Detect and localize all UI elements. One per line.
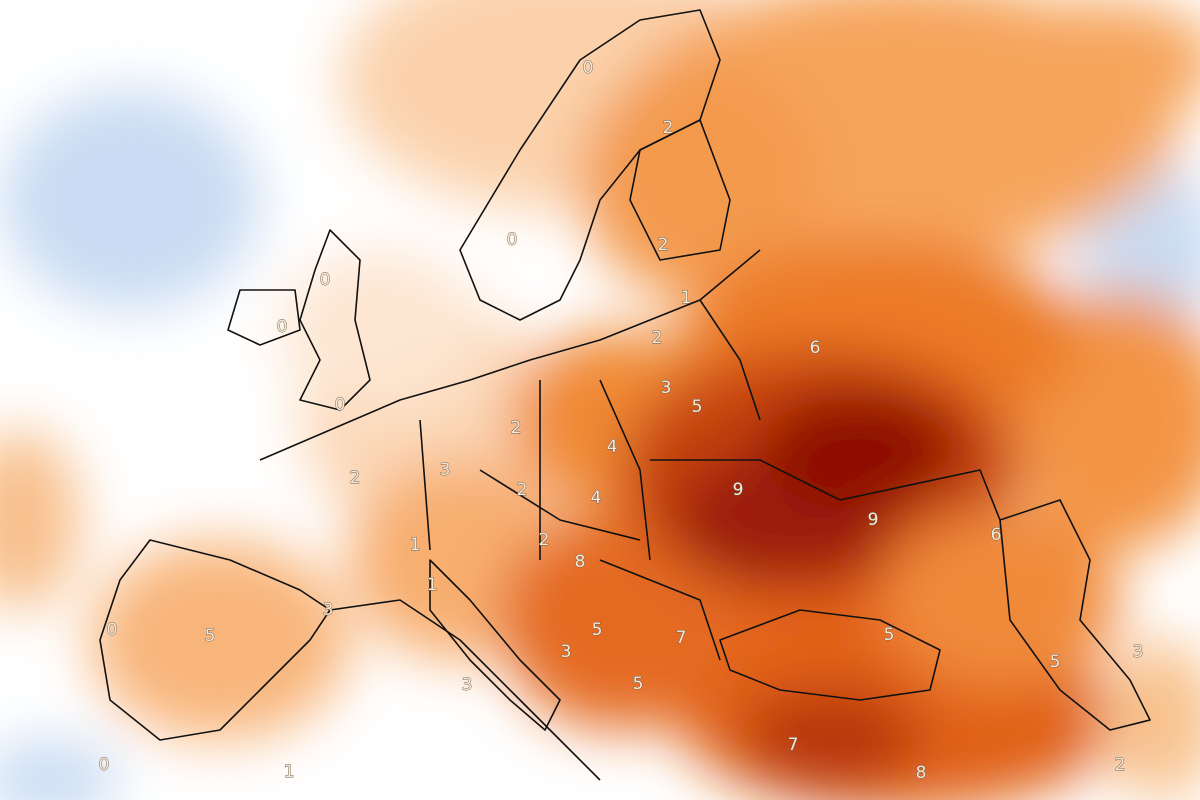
anomaly-field — [740, 690, 920, 790]
anomaly-label: 6 — [810, 338, 821, 358]
anomaly-field — [760, 390, 960, 510]
anomaly-label: 0 — [99, 755, 110, 775]
anomaly-label: 5 — [884, 625, 895, 645]
anomaly-label: 5 — [633, 674, 644, 694]
britain-coast — [299, 229, 371, 411]
anomaly-label: 2 — [1115, 755, 1126, 775]
anomaly-label: 3 — [1133, 642, 1144, 662]
anomaly-label: 0 — [320, 270, 331, 290]
anomaly-label: 2 — [517, 480, 528, 500]
anomaly-label: 8 — [575, 552, 586, 572]
anomaly-field — [980, 0, 1200, 120]
anomaly-label: 2 — [350, 468, 361, 488]
anomaly-label: 0 — [507, 230, 518, 250]
anomaly-label: 9 — [733, 480, 744, 500]
anomaly-label: 2 — [663, 118, 674, 138]
anomaly-label: 9 — [868, 510, 879, 530]
caspian-coast — [999, 499, 1151, 731]
anomaly-label: 1 — [681, 288, 692, 308]
anomaly-field — [0, 430, 80, 610]
anomaly-label: 3 — [440, 460, 451, 480]
black-sea-coast — [719, 609, 941, 701]
anomaly-label: 3 — [462, 675, 473, 695]
anomaly-field — [500, 510, 740, 730]
anomaly-label: 4 — [591, 488, 602, 508]
anomaly-label: 4 — [607, 437, 618, 457]
anomaly-label: 0 — [107, 620, 118, 640]
anomaly-label: 2 — [511, 418, 522, 438]
anomaly-label: 2 — [658, 235, 669, 255]
anomaly-label: 0 — [277, 317, 288, 337]
anomaly-field — [880, 510, 1120, 690]
borders — [99, 9, 1151, 781]
anomaly-field — [0, 90, 260, 310]
anomaly-label: 7 — [788, 735, 799, 755]
anomaly-label: 5 — [592, 620, 603, 640]
anomaly-label: 1 — [410, 535, 421, 555]
anomaly-label: 1 — [427, 575, 438, 595]
anomaly-label: 5 — [1050, 652, 1061, 672]
anomaly-label: 3 — [661, 378, 672, 398]
finland-coast — [629, 119, 731, 261]
iberia-coast — [99, 539, 331, 741]
anomaly-label: 2 — [539, 530, 550, 550]
continent-coast — [259, 249, 761, 781]
anomaly-label: 1 — [284, 762, 295, 782]
anomaly-label: 5 — [692, 397, 703, 417]
anomaly-field — [280, 250, 480, 410]
anomaly-label: 0 — [583, 58, 594, 78]
anomaly-label: 3 — [561, 642, 572, 662]
anomaly-label: 8 — [916, 763, 927, 783]
anomaly-label: 6 — [991, 525, 1002, 545]
country-borders — [419, 299, 1001, 661]
anomaly-field — [0, 740, 120, 800]
anomaly-field — [580, 60, 820, 300]
anomaly-label: 2 — [652, 328, 663, 348]
anomaly-label: 0 — [335, 395, 346, 415]
anomaly-field — [90, 540, 350, 740]
anomaly-label: 7 — [676, 628, 687, 648]
anomaly-label: 5 — [205, 626, 216, 646]
anomaly-label: 3 — [323, 600, 334, 620]
italy-coast — [429, 559, 561, 731]
ireland-coast — [227, 289, 301, 346]
